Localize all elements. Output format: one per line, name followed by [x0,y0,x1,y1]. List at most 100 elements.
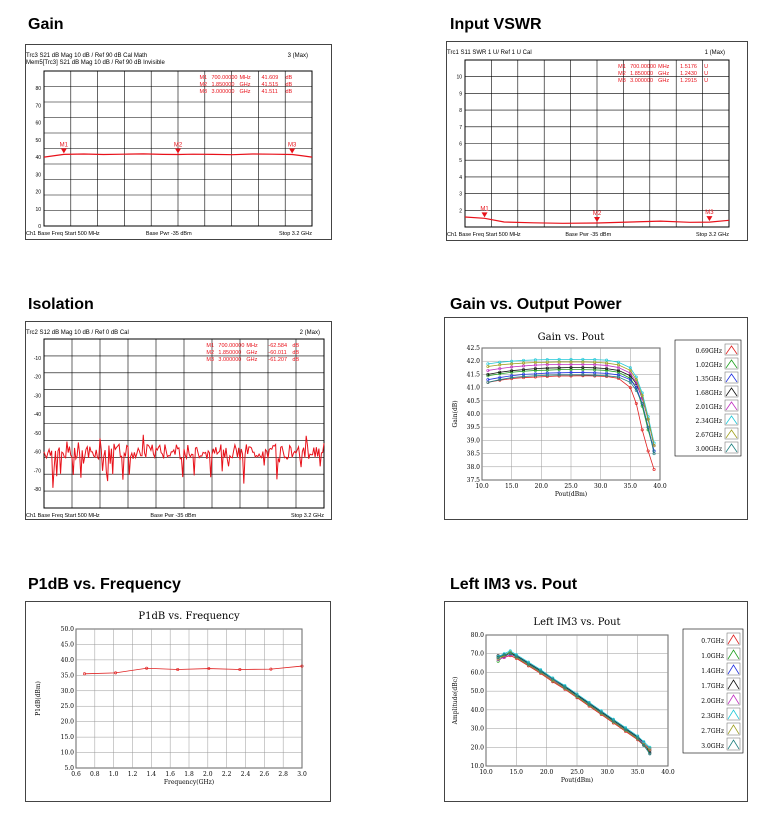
marker-table-cell: 41.511 [261,89,277,95]
data-point [238,667,242,671]
data-point [587,700,591,704]
data-point [587,702,591,706]
legend-swatch [725,345,738,355]
data-point [486,374,490,378]
y-tick-label: -80 [34,487,41,493]
y-tick-label: -10 [34,356,41,362]
marker-triangle [594,216,600,222]
data-point [533,372,537,376]
marker-table-cell: 1.2915 [680,78,697,84]
y-tick-label: 25.0 [61,703,75,710]
y-tick-label: 35.0 [61,672,75,679]
marker-table-cell: dB [285,89,292,95]
y-tick-label: 3 [459,192,462,198]
marker-table-cell: 700.00000 [211,75,237,81]
series-line [487,372,655,452]
data-point [300,664,304,668]
legend-swatch-box [724,343,739,356]
y-tick-label: 38.5 [467,451,481,458]
marker-table-cell: GHz [658,71,669,77]
header-line: Trc1 S11 SWR 1 U/ Ref 1 U Cal [447,50,532,56]
marker-triangle [175,148,181,154]
x-tick-label: 0.8 [90,771,100,778]
legend-entry: 0.7GHz [701,638,724,645]
data-point [652,444,656,448]
data-point [557,366,561,370]
data-point [557,360,561,364]
legend-swatch-box [724,413,739,426]
x-tick-label: 25.0 [570,769,584,776]
legend-entry: 1.35GHz [695,376,722,383]
legend-swatch [727,679,740,690]
y-tick-label: 41.5 [467,371,481,378]
data-point [496,659,500,663]
marker-table-cell: -61.207 [268,357,287,363]
data-point [145,666,149,670]
y-tick-label: 10 [456,75,462,81]
marker-table-cell: dB [292,350,299,356]
data-point [510,369,514,373]
header-max-label: 2 (Max) [300,330,320,336]
legend-swatch [725,401,738,411]
legend-swatch [725,429,738,439]
data-point [599,709,603,713]
x-tick-label: 10.0 [475,483,489,490]
data-point [634,388,638,392]
data-point [510,365,514,369]
data-point [269,667,273,671]
data-point [545,366,549,370]
data-point [486,380,490,384]
legend-entry: 2.34GHz [695,418,722,425]
marker-table-cell: MHz [239,75,251,81]
data-point [545,360,549,364]
data-point [652,452,656,456]
y-tick-label: 50 [35,138,41,144]
data-point [648,752,652,756]
marker-table-cell: 1.850000 [211,82,234,88]
p1db-chart-panel: P1dB vs. Frequency 0.6 0.8 1.0 1.2 1.4 1.6 1.8 2… [25,601,331,802]
y-tick-label: -70 [34,468,41,474]
y-tick-label: 40.0 [61,657,75,664]
data-point [496,655,500,659]
y-tick-label: 15.0 [61,734,75,741]
y-tick-label: 20.0 [61,719,75,726]
y-tick-label: 9 [459,91,462,97]
data-point [563,684,567,688]
legend-swatch-box [726,632,741,646]
marker-table-cell: 1.850000 [218,350,241,356]
im3-chart: Left IM3 vs. Pout 10.0 15.0 20.0 25.0 30.0 35.… [452,617,744,784]
marker-table-cell: M2 [618,71,626,77]
data-point [575,692,579,696]
p1db-heading: P1dB vs. Frequency [28,576,181,593]
y-tick-label: -30 [34,393,41,399]
data-point [640,428,644,432]
data-point [498,367,502,371]
isolation-chart: Trc2 S12 dB Mag 10 dB / Ref 0 dB Cal 2 (M… [26,330,325,519]
header-max-label: 3 (Max) [288,53,308,59]
marker-table-cell: GHz [246,357,257,363]
marker-table-cell: M1 [199,75,207,81]
data-point [207,667,211,671]
marker-label: M3 [705,210,714,216]
legend-swatch [727,649,740,660]
header-line: Trc3 S21 dB Mag 10 dB / Ref 90 dB Cal Ma… [26,53,147,59]
y-tick-label: 8 [459,108,462,114]
legend-swatch-box [724,385,739,398]
data-point [569,366,573,370]
y-tick-label: -60 [34,450,41,456]
data-point [486,364,490,368]
data-point [605,358,609,362]
footer-power: Base Pwr -35 dBm [150,513,196,519]
data-point [498,363,502,367]
data-point [611,719,615,723]
footer-start: Ch1 Base Freq Start 500 MHz [26,513,100,519]
y-tick-label: -40 [34,412,41,418]
chart-title: Left IM3 vs. Pout [533,617,620,628]
data-point [646,417,650,421]
data-point [599,711,603,715]
legend-entry: 1.02GHz [695,362,722,369]
marker-table-cell: dB [285,75,292,81]
y-tick-label: 41.0 [467,385,481,392]
y-tick-label: 38.0 [467,464,481,471]
series-line [487,363,655,446]
